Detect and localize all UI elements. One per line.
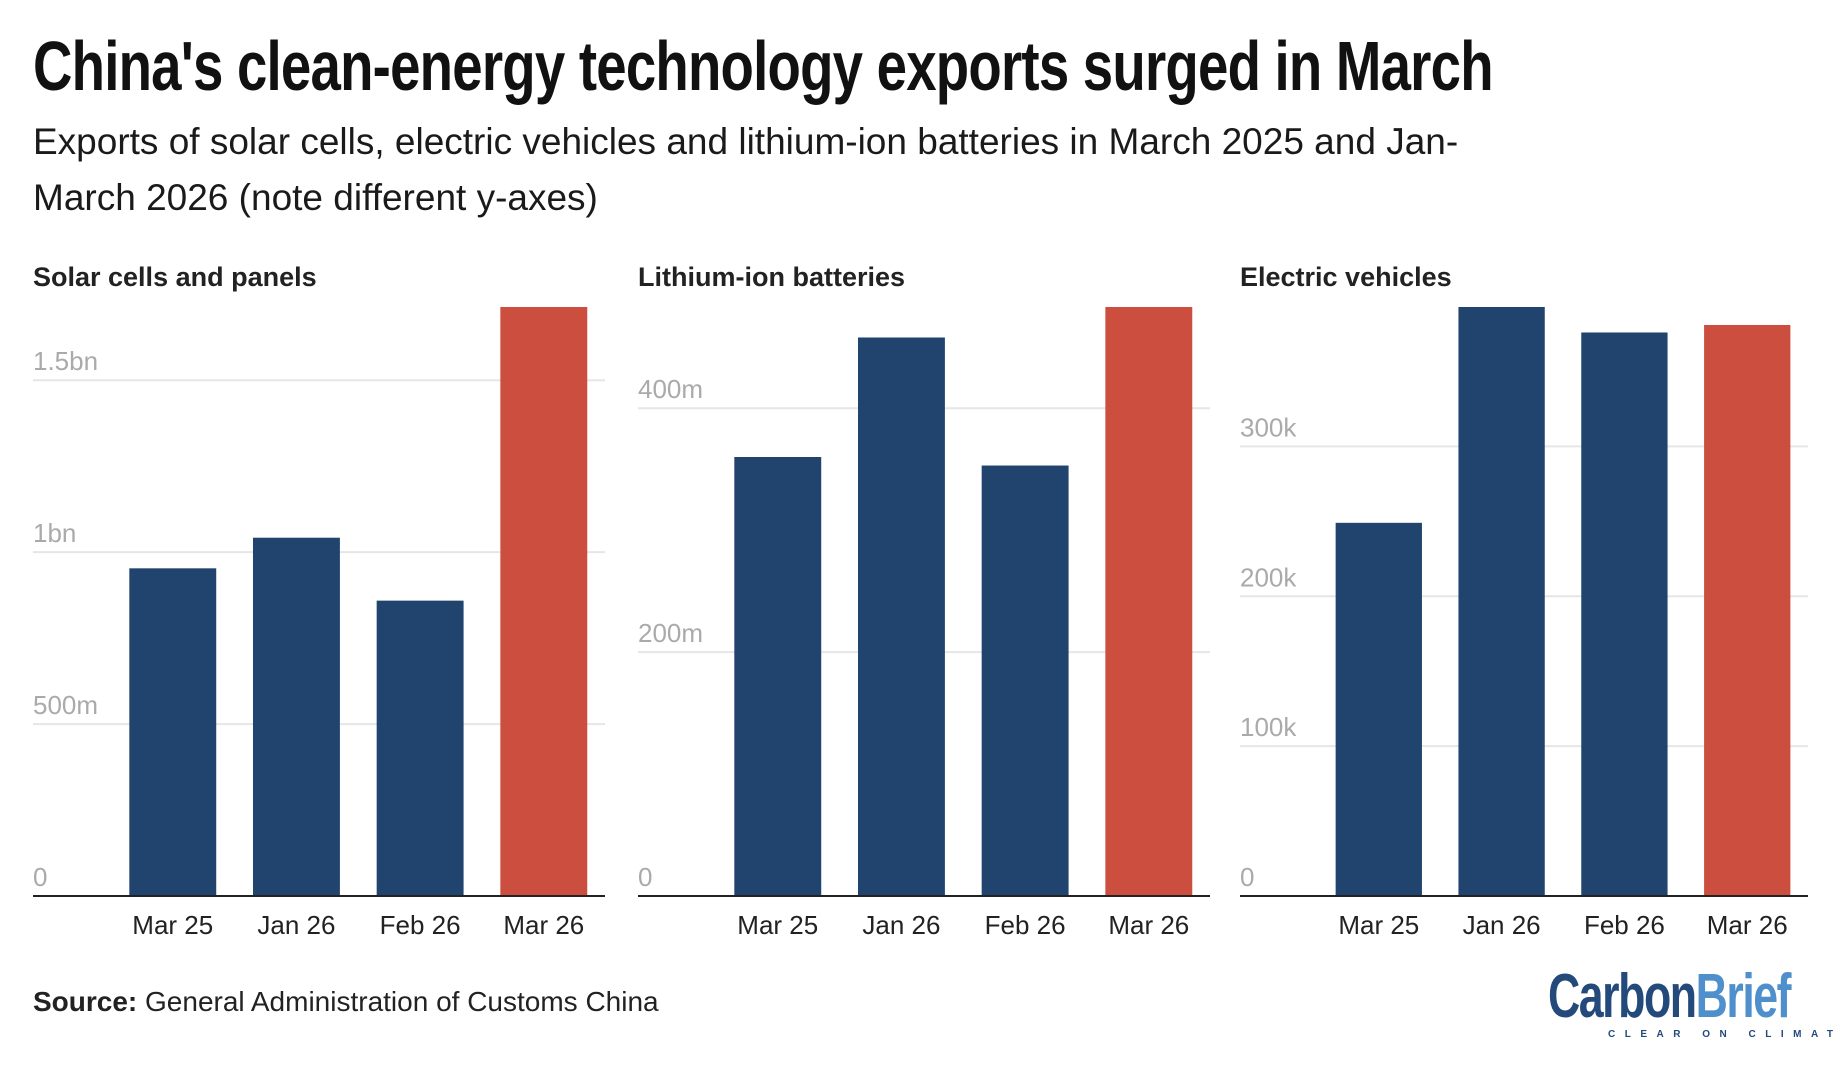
bar-chart-ev: 0 100k 200k 300k Mar 25 Jan 26 Feb 26 Mar 26 <box>1240 307 1808 940</box>
y-tick-label: 200k <box>1240 562 1297 592</box>
bar-mar-25 <box>734 456 822 896</box>
panel-title: Solar cells and panels <box>33 262 317 292</box>
x-tick-label: Feb 26 <box>380 910 461 940</box>
bar-chart-solar: 0 500m 1bn 1.5bn Mar 25 Jan 26 Feb 26 Mar 26 <box>33 307 605 940</box>
bar-mar-25 <box>129 568 217 896</box>
y-tick-label: 200m <box>638 618 703 648</box>
panel-title: Lithium-ion batteries <box>638 262 906 292</box>
y-tick-label: 1bn <box>33 518 76 548</box>
y-tick-label: 500m <box>33 690 98 720</box>
logo-tagline: CLEAR ON CLIMATE <box>1608 1029 1834 1040</box>
bar-feb-26 <box>376 600 464 896</box>
x-tick-label: Mar 26 <box>1108 910 1189 940</box>
source-note: Source: General Administration of Custom… <box>33 986 659 1018</box>
x-tick-label: Mar 26 <box>503 910 584 940</box>
bar-feb-26 <box>981 465 1069 896</box>
source-label: Source: <box>33 986 138 1017</box>
x-tick-label: Jan 26 <box>1463 910 1541 940</box>
x-tick-label: Feb 26 <box>985 910 1066 940</box>
logo-part2: Brief <box>1695 962 1792 1031</box>
bar-mar-25 <box>1335 522 1422 896</box>
panel-batteries: Lithium-ion batteries 0 200m 400m Mar 25 Jan… <box>638 262 1210 942</box>
panel-ev: Electric vehicles 0 100k 200k 300k Mar 25 Jan… <box>1240 262 1808 942</box>
chart-subtitle: Exports of solar cells, electric vehicle… <box>33 121 1459 218</box>
bar-mar-26 <box>1105 307 1193 896</box>
carbon-brief-logo: CarbonBrief CLEAR ON CLIMATE <box>1548 966 1834 1046</box>
panel-solar: Solar cells and panels 0 500m 1bn 1.5bn Mar … <box>33 262 605 942</box>
y-tick-label: 0 <box>1240 862 1254 892</box>
x-tick-label: Jan 26 <box>862 910 940 940</box>
source-text: General Administration of Customs China <box>145 986 659 1017</box>
bar-mar-26 <box>500 307 588 896</box>
x-tick-label: Mar 26 <box>1707 910 1788 940</box>
y-tick-label: 0 <box>33 862 47 892</box>
x-tick-label: Jan 26 <box>257 910 335 940</box>
y-tick-label: 1.5bn <box>33 346 98 376</box>
x-tick-label: Mar 25 <box>737 910 818 940</box>
x-tick-label: Feb 26 <box>1584 910 1665 940</box>
y-tick-label: 400m <box>638 374 703 404</box>
chart-title: China's clean-energy technology exports … <box>33 27 1494 105</box>
y-tick-label: 300k <box>1240 412 1297 442</box>
panel-title: Electric vehicles <box>1240 262 1452 292</box>
bar-jan-26 <box>1458 307 1545 896</box>
bar-chart-batteries: 0 200m 400m Mar 25 Jan 26 Feb 26 Mar 26 <box>638 307 1210 940</box>
y-tick-label: 100k <box>1240 712 1297 742</box>
bar-feb-26 <box>1581 332 1668 896</box>
x-tick-label: Mar 25 <box>1338 910 1419 940</box>
x-tick-label: Mar 25 <box>132 910 213 940</box>
bar-mar-26 <box>1704 324 1791 896</box>
bar-jan-26 <box>857 337 945 896</box>
logo-part1: Carbon <box>1548 962 1697 1031</box>
y-tick-label: 0 <box>638 862 652 892</box>
bar-jan-26 <box>252 537 340 896</box>
